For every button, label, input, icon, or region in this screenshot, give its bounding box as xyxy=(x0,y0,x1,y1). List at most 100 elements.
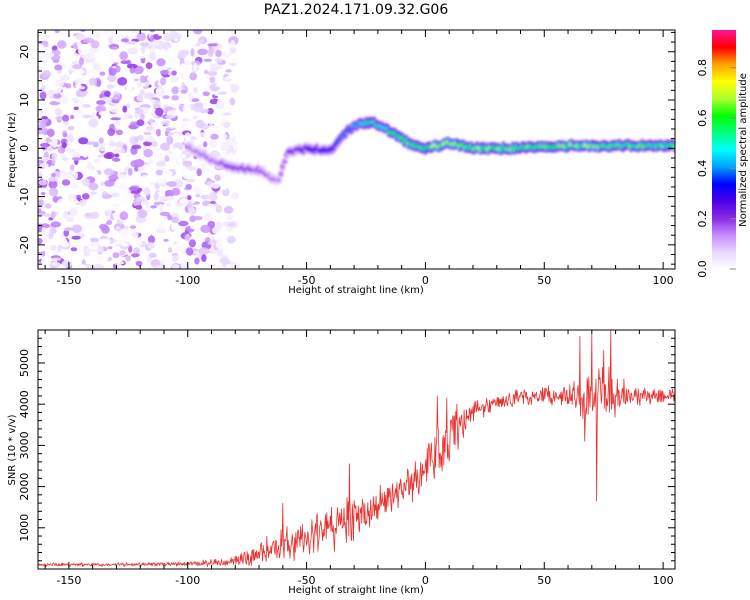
spectrogram-noise-blob xyxy=(148,99,156,103)
spectrogram-noise-blob xyxy=(207,48,214,57)
colorbar-cell xyxy=(712,139,736,142)
spectrogram-noise-blob xyxy=(139,75,146,83)
spectrogram-noise-blob xyxy=(110,55,116,64)
colorbar-cell xyxy=(712,71,736,75)
spectrogram-noise-blob xyxy=(210,133,219,140)
spectrogram-noise-blob xyxy=(193,62,198,72)
colorbar-cell xyxy=(712,157,736,160)
colorbar-cell xyxy=(712,223,736,226)
spectrogram-noise-blob xyxy=(198,132,208,139)
spectrogram-noise-blob xyxy=(107,128,116,137)
colorbar-cell xyxy=(712,123,736,126)
spectrogram-noise-blob xyxy=(38,180,48,186)
colorbar-cell xyxy=(712,189,736,192)
snr-x-axis-label: Height of straight line (km) xyxy=(288,585,424,596)
spectrogram-noise-blob xyxy=(88,170,99,176)
y-tick-label: 1000 xyxy=(18,514,31,542)
colorbar-cell xyxy=(712,117,736,121)
spectrogram-noise-blob xyxy=(181,150,187,155)
spectrogram-noise-blob xyxy=(189,72,198,81)
colorbar-label: Normalized spectral amplitude xyxy=(738,73,749,227)
spectrogram-noise-blob xyxy=(42,173,48,181)
spectrogram-noise-blob xyxy=(129,225,137,230)
spectrogram-noise-blob xyxy=(90,241,101,248)
spectrogram-noise-blob xyxy=(78,137,89,145)
spectrogram-noise-blob xyxy=(126,207,132,212)
spectrogram-noise-blob xyxy=(164,155,170,162)
spectrogram-noise-blob xyxy=(203,69,209,75)
spectrogram-noise-blob xyxy=(75,83,82,88)
spectrogram-noise-blob xyxy=(113,94,120,99)
spectrogram-noise-blob xyxy=(58,205,70,212)
y-tick-label: 2000 xyxy=(18,473,31,501)
spectrogram-noise-blob xyxy=(180,63,185,71)
spectrogram-noise-blob xyxy=(82,193,90,200)
spectrogram-noise-blob xyxy=(98,121,108,129)
spectrogram-noise-blob xyxy=(49,165,55,171)
colorbar-cell xyxy=(712,163,736,166)
spectrogram-noise-blob xyxy=(70,247,78,252)
spectrogram-noise-blob xyxy=(86,161,92,169)
spectrogram-noise-blob xyxy=(137,209,148,218)
spectrogram-noise-blob xyxy=(178,49,188,58)
spectrogram-noise-blob xyxy=(141,47,146,54)
x-tick-label: 0 xyxy=(422,274,429,287)
spectrogram-noise-blob xyxy=(82,178,91,187)
x-tick-label: 100 xyxy=(653,274,674,287)
colorbar-gradient xyxy=(712,30,736,270)
colorbar-tick-label: 0.4 xyxy=(696,160,709,178)
spectrogram-noise-blob xyxy=(226,215,234,221)
colorbar-cell xyxy=(712,113,736,117)
spectrogram-noise-blob xyxy=(66,133,75,143)
spectrogram-noise-blob xyxy=(178,220,189,227)
spectrogram-noise-blob xyxy=(195,193,200,198)
spectrogram-noise-blob xyxy=(214,174,221,182)
colorbar-cell xyxy=(712,30,736,33)
spectrogram-noise-blob xyxy=(72,64,83,70)
spectrogram-noise-blob xyxy=(157,222,165,230)
spectrogram-noise-blob xyxy=(39,87,46,92)
spectrogram-noise-blob xyxy=(174,245,185,254)
spectrogram-noise-blob xyxy=(76,194,82,199)
spectrogram-noise-blob xyxy=(191,165,196,171)
spectrogram-noise-blob xyxy=(148,252,157,258)
x-tick-label: 50 xyxy=(537,274,551,287)
spectrogram-noise-blob xyxy=(65,83,72,89)
spectrogram-noise-blob xyxy=(125,255,131,262)
colorbar-cell xyxy=(712,145,736,148)
colorbar-cell xyxy=(712,43,736,47)
colorbar-cell xyxy=(712,57,736,61)
spectrogram-noise-blob xyxy=(112,39,122,44)
spectrogram-noise-blob xyxy=(156,58,166,67)
spectrogram-noise-blob xyxy=(213,265,223,269)
spectrogram-noise-blob xyxy=(119,184,128,191)
spectrogram-noise-blob xyxy=(157,30,164,37)
spectrogram-noise-blob xyxy=(214,74,220,83)
spectrogram-noise-blob xyxy=(38,109,46,115)
colorbar-cell xyxy=(712,121,736,125)
spectrogram-noise-blob xyxy=(122,243,129,247)
spectrogram-noise-blob xyxy=(106,219,113,226)
spectrogram-noise-blob xyxy=(207,70,218,77)
spectrogram-noise-blob xyxy=(136,119,145,127)
colorbar-cell xyxy=(712,267,736,270)
spectrogram-noise-blob xyxy=(77,70,85,74)
spectrogram-noise-blob xyxy=(45,138,53,143)
spectrogram-noise-blob xyxy=(71,97,80,102)
colorbar-cell xyxy=(712,99,736,103)
spectrogram-noise-blob xyxy=(135,109,144,115)
spectrogram-noise-blob xyxy=(154,182,160,190)
spectrogram-noise-blob xyxy=(129,67,135,74)
spectrogram-noise-blob xyxy=(115,243,122,248)
spectrogram-noise-blob xyxy=(110,117,121,121)
spectrogram-noise-blob xyxy=(126,83,134,92)
spectrogram-noise-blob xyxy=(91,103,97,108)
spectrogram-noise-blob xyxy=(136,89,141,96)
spectrogram-noise-blob xyxy=(215,204,223,214)
snr-series-line xyxy=(38,330,675,568)
spectrogram-noise-blob xyxy=(109,68,117,76)
spectrogram-noise-blob xyxy=(149,30,155,33)
spectrogram-noise-blob xyxy=(171,216,179,224)
colorbar-cell xyxy=(712,141,736,144)
